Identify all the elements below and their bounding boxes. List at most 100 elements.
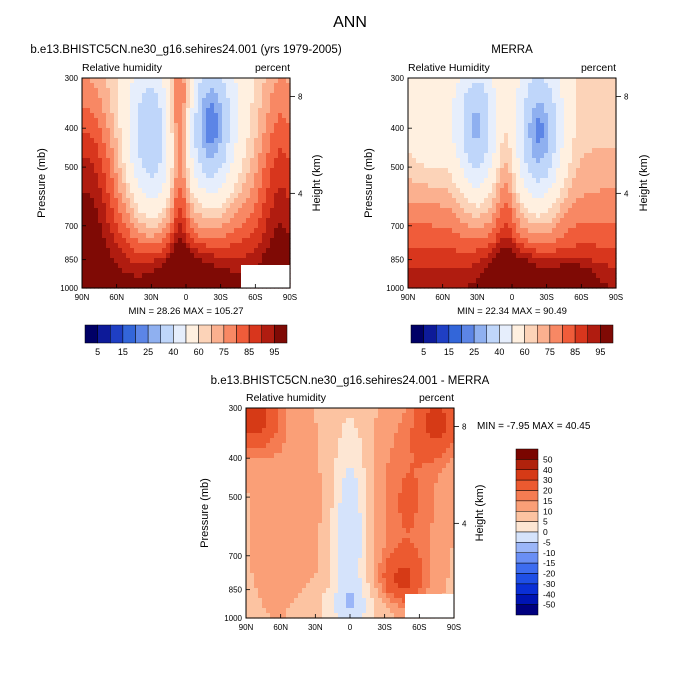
heatmap-cell bbox=[138, 133, 143, 139]
x-tick-label: 60S bbox=[574, 293, 588, 302]
heatmap-cell bbox=[146, 228, 151, 234]
heatmap-cell bbox=[270, 453, 275, 459]
heatmap-cell bbox=[198, 193, 203, 199]
heatmap-cell bbox=[568, 238, 573, 244]
heatmap-cell bbox=[452, 203, 457, 209]
heatmap-cell bbox=[584, 258, 589, 264]
heatmap-cell bbox=[278, 438, 283, 444]
heatmap-cell bbox=[94, 78, 99, 84]
heatmap-cell bbox=[198, 278, 203, 284]
heatmap-cell bbox=[432, 183, 437, 189]
heatmap-cell bbox=[130, 238, 135, 244]
heatmap-cell bbox=[536, 113, 541, 119]
heatmap-cell bbox=[600, 158, 605, 164]
heatmap-cell bbox=[142, 143, 147, 149]
heatmap-cell bbox=[114, 118, 119, 124]
heatmap-cell bbox=[504, 103, 509, 109]
heatmap-cell bbox=[134, 108, 139, 114]
heatmap-cell bbox=[134, 98, 139, 104]
heatmap-cell bbox=[82, 208, 87, 214]
heatmap-cell bbox=[408, 278, 413, 284]
heatmap-cell bbox=[262, 138, 267, 144]
heatmap-cell bbox=[230, 198, 235, 204]
colorbar-swatch bbox=[600, 324, 614, 344]
heatmap-cell bbox=[596, 273, 601, 279]
heatmap-cell bbox=[600, 93, 605, 99]
heatmap-cell bbox=[146, 193, 151, 199]
heatmap-cell bbox=[218, 93, 223, 99]
heatmap-cell bbox=[198, 203, 203, 209]
heatmap-cell bbox=[242, 198, 247, 204]
heatmap-cell bbox=[154, 218, 159, 224]
heatmap-cell bbox=[416, 278, 421, 284]
heatmap-cell bbox=[198, 128, 203, 134]
heatmap-cell bbox=[210, 143, 215, 149]
heatmap-cell bbox=[476, 248, 481, 254]
heatmap-cell bbox=[512, 273, 517, 279]
heatmap-cell bbox=[130, 133, 135, 139]
heatmap-cell bbox=[524, 93, 529, 99]
heatmap-cell bbox=[230, 108, 235, 114]
heatmap-cell bbox=[604, 158, 609, 164]
heatmap-cell bbox=[270, 133, 275, 139]
heatmap-cell bbox=[90, 183, 95, 189]
heatmap-cell bbox=[166, 153, 171, 159]
heatmap-cell bbox=[524, 283, 529, 289]
heatmap-cell bbox=[190, 223, 195, 229]
heatmap-cell bbox=[448, 148, 453, 154]
heatmap-cell bbox=[406, 438, 411, 444]
heatmap-cell bbox=[436, 208, 441, 214]
heatmap-cell bbox=[98, 93, 103, 99]
heatmap-cell bbox=[182, 193, 187, 199]
heatmap-cell bbox=[520, 223, 525, 229]
heatmap-cell bbox=[420, 273, 425, 279]
heatmap-cell bbox=[420, 83, 425, 89]
heatmap-cell bbox=[572, 223, 577, 229]
heatmap-cell bbox=[420, 123, 425, 129]
heatmap-cell bbox=[262, 78, 267, 84]
heatmap-cell bbox=[576, 263, 581, 269]
heatmap-cell bbox=[158, 218, 163, 224]
heatmap-cell bbox=[230, 218, 235, 224]
heatmap-cell bbox=[500, 273, 505, 279]
heatmap-cell bbox=[210, 178, 215, 184]
heatmap-cell bbox=[584, 113, 589, 119]
heatmap-cell bbox=[540, 193, 545, 199]
heatmap-cell bbox=[246, 133, 251, 139]
heatmap-cell bbox=[436, 138, 441, 144]
heatmap-cell bbox=[600, 138, 605, 144]
heatmap-cell bbox=[262, 158, 267, 164]
heatmap-cell bbox=[166, 133, 171, 139]
heatmap-cell bbox=[310, 438, 315, 444]
heatmap-cell bbox=[270, 233, 275, 239]
colorbar-swatch bbox=[562, 324, 576, 344]
heatmap-cell bbox=[492, 278, 497, 284]
heatmap-cell bbox=[214, 283, 219, 289]
colorbar-label: 5 bbox=[95, 347, 100, 357]
heatmap-cell bbox=[274, 123, 279, 129]
heatmap-cell bbox=[86, 188, 91, 194]
heatmap-cell bbox=[386, 418, 391, 424]
heatmap-cell bbox=[330, 443, 335, 449]
heatmap-cell bbox=[424, 173, 429, 179]
heatmap-cell bbox=[532, 98, 537, 104]
heatmap-cell bbox=[588, 143, 593, 149]
heatmap-cell bbox=[408, 153, 413, 159]
heatmap-cell bbox=[576, 238, 581, 244]
heatmap-cell bbox=[596, 193, 601, 199]
heatmap-cell bbox=[564, 223, 569, 229]
heatmap-cell bbox=[592, 163, 597, 169]
heatmap-cell bbox=[378, 438, 383, 444]
heatmap-cell bbox=[178, 168, 183, 174]
heatmap-cell bbox=[492, 153, 497, 159]
heatmap-cell bbox=[448, 198, 453, 204]
heatmap-cell bbox=[222, 178, 227, 184]
heatmap-cell bbox=[512, 128, 517, 134]
colorbar-label: 85 bbox=[570, 347, 580, 357]
heatmap-cell bbox=[440, 78, 445, 84]
heatmap-cell bbox=[500, 183, 505, 189]
heatmap-cell bbox=[560, 173, 565, 179]
heatmap-cell bbox=[448, 188, 453, 194]
heatmap-cell bbox=[556, 103, 561, 109]
heatmap-cell bbox=[476, 153, 481, 159]
